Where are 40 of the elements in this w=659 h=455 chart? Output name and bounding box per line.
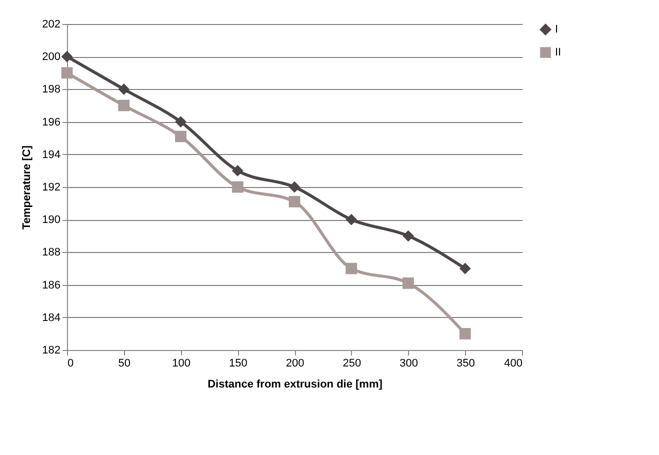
y-tick-label: 198 (42, 84, 60, 96)
point (118, 84, 130, 95)
point (288, 181, 300, 193)
point (118, 100, 130, 112)
x-tick-label: 50 (118, 358, 130, 370)
legend-label: I (555, 24, 558, 36)
x-tick-label: 150 (228, 358, 248, 370)
y-tick-label: 200 (42, 51, 60, 64)
y-tick-label: 186 (42, 279, 60, 292)
point (232, 181, 244, 193)
point (402, 230, 414, 242)
point (346, 262, 358, 274)
y-tick-label: 182 (42, 344, 60, 356)
x-tick-label: 350 (456, 358, 475, 370)
point (459, 262, 471, 274)
y-axis-title: Temperature [C] (21, 145, 34, 230)
point (402, 277, 414, 289)
point (175, 116, 186, 128)
x-axis-title: Distance from extrusion die [mm] (208, 378, 383, 390)
y-tick-label: 196 (42, 116, 60, 128)
point (61, 50, 73, 62)
y-tick-label: 184 (42, 312, 60, 324)
point (232, 165, 244, 176)
x-tick-label: 400 (504, 358, 522, 370)
y-tick-label: 190 (42, 214, 60, 226)
y-tick-label: 188 (42, 246, 60, 259)
x-tick-label: 0 (68, 358, 74, 370)
point (175, 130, 186, 142)
x-tick-label: 250 (342, 358, 362, 370)
point (288, 196, 300, 208)
y-tick-label: 202 (42, 18, 60, 30)
y-tick-label: 194 (42, 148, 60, 161)
point (61, 67, 73, 79)
point (346, 214, 358, 226)
x-tick-label: 100 (172, 358, 190, 370)
x-tick-label: 300 (400, 358, 418, 370)
x-tick-label: 200 (286, 358, 304, 370)
y-tick-label: 192 (42, 182, 60, 194)
point (459, 328, 471, 340)
legend-label: II (555, 46, 562, 58)
